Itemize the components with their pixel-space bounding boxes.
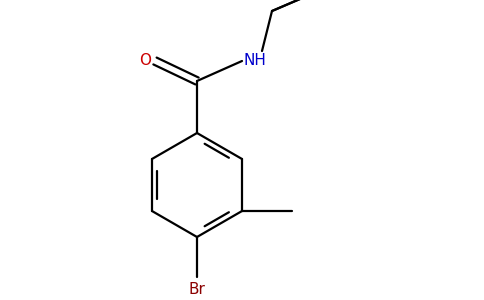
Text: O: O	[139, 53, 151, 68]
Text: Br: Br	[189, 283, 205, 298]
Text: NH: NH	[243, 53, 266, 68]
